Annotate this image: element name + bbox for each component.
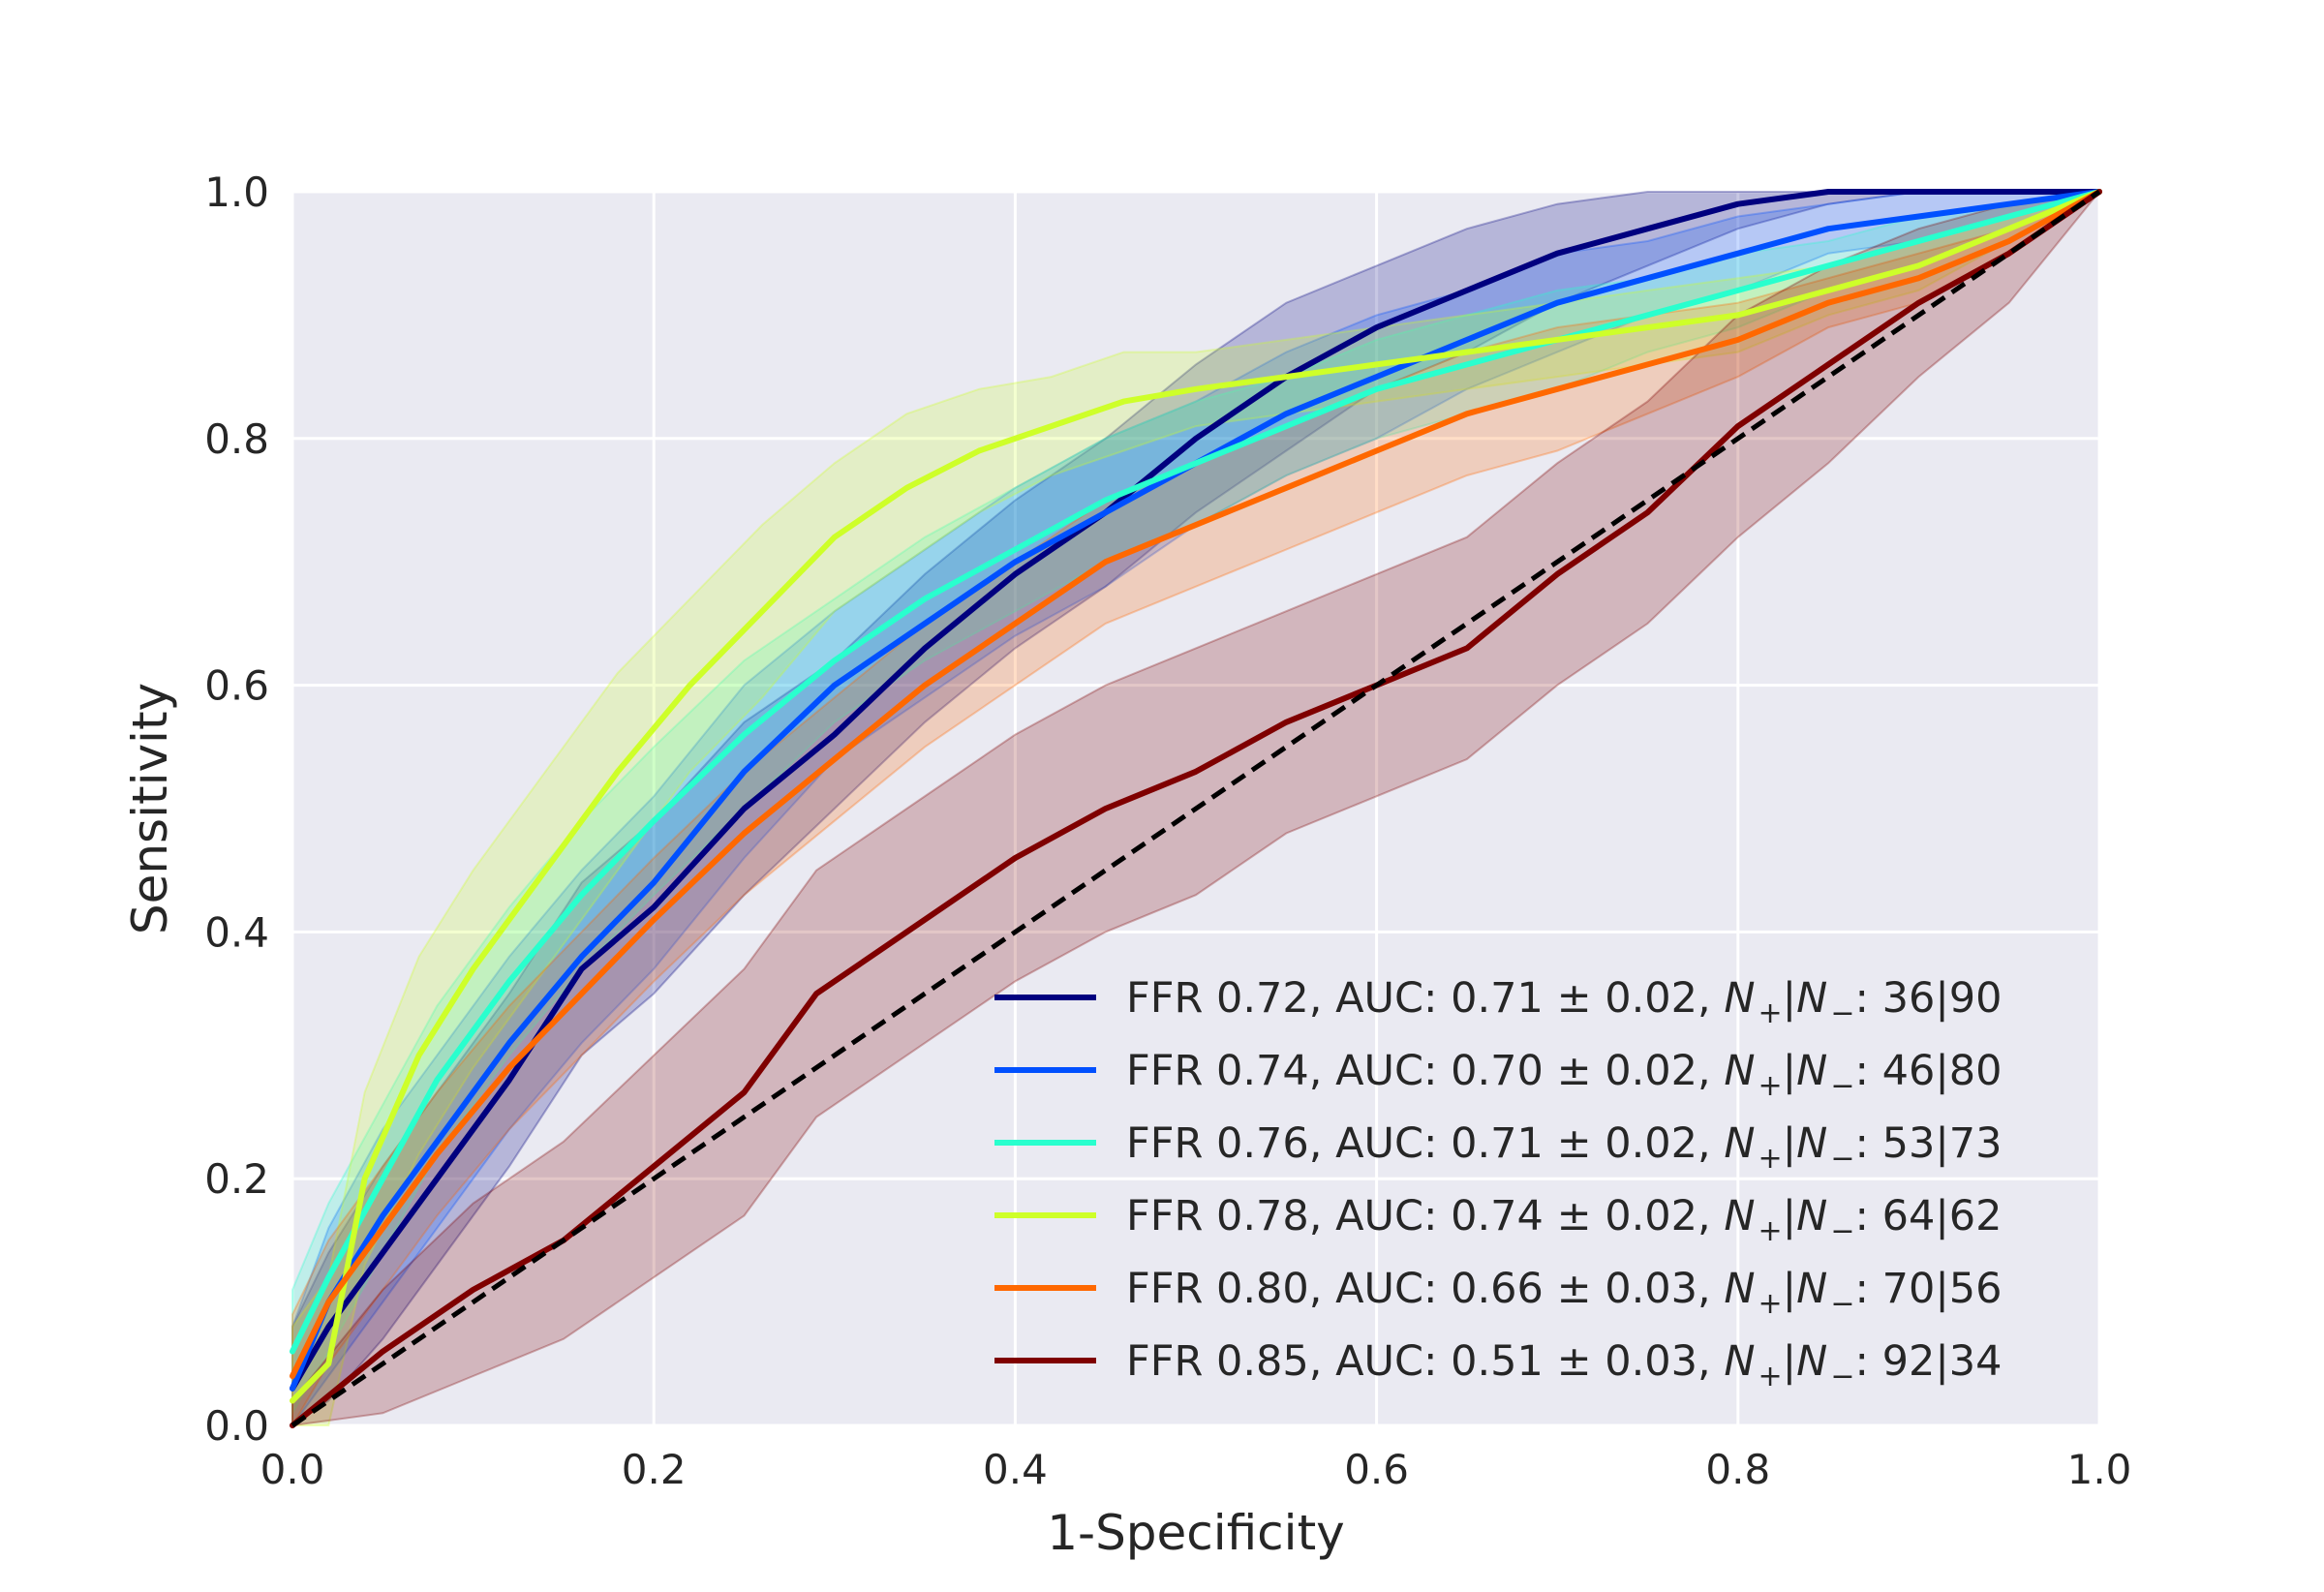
legend-entry-ffr-0-78: FFR 0.78, AUC: 0.74 ± 0.02, N +|N −: 64|…	[1126, 1192, 2003, 1248]
legend-text: FFR 0.76, AUC: 0.71 ± 0.02,	[1126, 1119, 1724, 1168]
minus-subscript: −	[1827, 996, 1854, 1030]
y-tick-label: 1.0	[204, 168, 269, 216]
legend-text: FFR 0.85, AUC: 0.51 ± 0.03,	[1126, 1337, 1724, 1386]
tick-labels: 0.0 0.2 0.4 0.6 0.8 1.0 0.0 0.2 0.4 0.6 0.8 1.0	[204, 168, 2131, 1493]
legend-entry-ffr-0-76: FFR 0.76, AUC: 0.71 ± 0.02, N +|N −: 53|…	[1126, 1119, 2003, 1176]
minus-subscript: −	[1827, 1214, 1854, 1248]
separator: |	[1783, 1192, 1797, 1240]
legend-text: FFR 0.74, AUC: 0.70 ± 0.02,	[1126, 1047, 1724, 1095]
roc-curve-ffr-0-85	[290, 189, 2102, 1428]
legend-counts: : 36|90	[1854, 974, 2002, 1023]
x-tick-label: 1.0	[2067, 1446, 2132, 1493]
plus-subscript: +	[1756, 1214, 1783, 1248]
minus-subscript: −	[1827, 1069, 1854, 1103]
legend-counts: : 70|56	[1854, 1265, 2002, 1313]
n-symbol: N	[1724, 1119, 1755, 1168]
legend-counts: : 92|34	[1854, 1337, 2002, 1386]
x-axis-label: 1-Specificity	[1047, 1505, 1345, 1561]
legend-entry-ffr-0-80: FFR 0.80, AUC: 0.66 ± 0.03, N +|N −: 70|…	[1126, 1265, 2003, 1321]
legend-counts: : 53|73	[1854, 1119, 2002, 1168]
plus-subscript: +	[1756, 1142, 1783, 1176]
n-symbol: N	[1724, 1337, 1755, 1386]
minus-subscript: −	[1827, 1360, 1854, 1393]
n-symbol: N	[1724, 1047, 1755, 1095]
roc-curve-ffr-0-74	[290, 189, 2102, 1392]
legend-counts: : 64|62	[1854, 1192, 2002, 1240]
n-symbol: N	[1796, 1119, 1827, 1168]
x-tick-label: 0.8	[1705, 1446, 1770, 1493]
plus-subscript: +	[1756, 1360, 1783, 1393]
separator: |	[1783, 1265, 1797, 1313]
legend-entry-ffr-0-72: FFR 0.72, AUC: 0.71 ± 0.02, N +|N −: 36|…	[1126, 974, 2003, 1030]
plus-subscript: +	[1756, 1287, 1783, 1321]
separator: |	[1783, 1119, 1797, 1168]
x-tick-label: 0.2	[622, 1446, 687, 1493]
roc-curve-ffr-0-80	[290, 189, 2102, 1379]
separator: |	[1783, 1337, 1797, 1386]
chance-diagonal-line	[290, 189, 2101, 1428]
legend-text: FFR 0.80, AUC: 0.66 ± 0.03,	[1126, 1265, 1724, 1313]
n-symbol: N	[1796, 1265, 1827, 1313]
legend-entry-ffr-0-74: FFR 0.74, AUC: 0.70 ± 0.02, N +|N −: 46|…	[1126, 1047, 2003, 1103]
y-tick-label: 0.0	[204, 1402, 269, 1450]
y-tick-label: 0.2	[204, 1155, 269, 1203]
separator: |	[1783, 1047, 1797, 1095]
n-symbol: N	[1796, 1192, 1827, 1240]
x-tick-label: 0.0	[260, 1446, 325, 1493]
y-axis-label: Sensitivity	[122, 683, 178, 934]
n-symbol: N	[1724, 1265, 1755, 1313]
roc-curve-ffr-0-76	[290, 189, 2102, 1355]
legend-text: FFR 0.72, AUC: 0.71 ± 0.02,	[1126, 974, 1724, 1023]
x-tick-label: 0.6	[1344, 1446, 1409, 1493]
roc-curves	[290, 189, 2102, 1428]
n-symbol: N	[1796, 974, 1827, 1023]
n-symbol: N	[1796, 1047, 1827, 1095]
legend-counts: : 46|80	[1854, 1047, 2002, 1095]
y-tick-label: 0.6	[204, 662, 269, 710]
legend-entry-ffr-0-85: FFR 0.85, AUC: 0.51 ± 0.03, N +|N −: 92|…	[1126, 1337, 2003, 1393]
roc-curve-ffr-0-78	[290, 189, 2102, 1404]
legend: FFR 0.72, AUC: 0.71 ± 0.02, N +|N −: 36|…	[994, 974, 2003, 1393]
minus-subscript: −	[1827, 1287, 1854, 1321]
n-symbol: N	[1796, 1337, 1827, 1386]
legend-text: FFR 0.78, AUC: 0.74 ± 0.02,	[1126, 1192, 1724, 1240]
y-tick-label: 0.4	[204, 908, 269, 956]
x-tick-label: 0.4	[983, 1446, 1048, 1493]
minus-subscript: −	[1827, 1142, 1854, 1176]
plus-subscript: +	[1756, 996, 1783, 1030]
y-tick-label: 0.8	[204, 415, 269, 463]
separator: |	[1783, 974, 1797, 1023]
n-symbol: N	[1724, 974, 1755, 1023]
n-symbol: N	[1724, 1192, 1755, 1240]
plus-subscript: +	[1756, 1069, 1783, 1103]
